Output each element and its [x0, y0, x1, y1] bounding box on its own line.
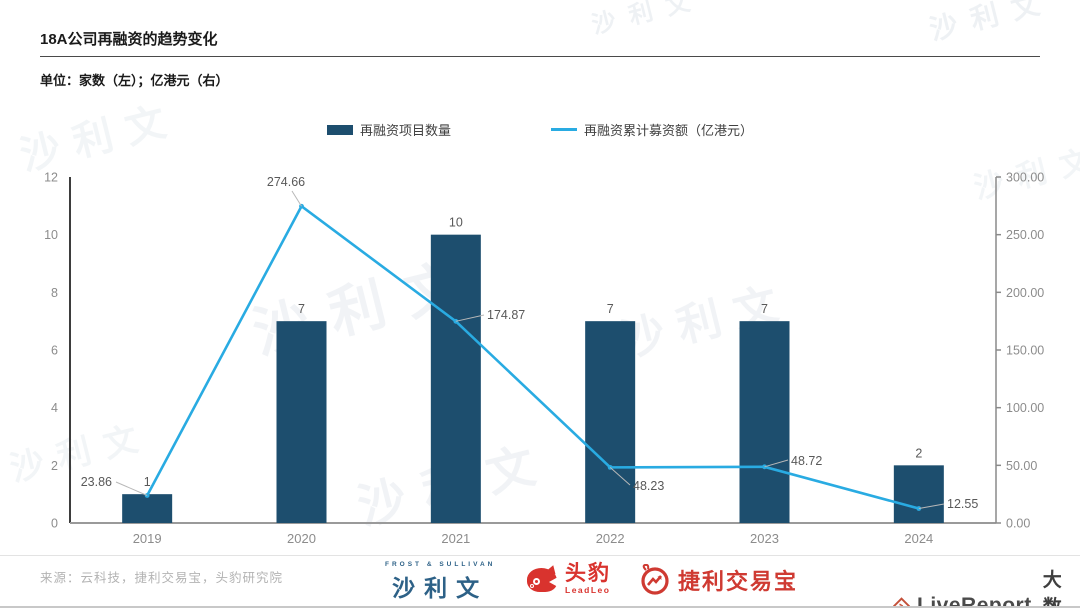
legend-item-line-series[interactable]: 再融资累计募资额（亿港元） [551, 120, 753, 139]
legend-item-bar-series[interactable]: 再融资项目数量 [326, 120, 451, 139]
page-title: 18A公司再融资的趋势变化 [40, 31, 218, 48]
svg-text:12: 12 [44, 171, 58, 185]
units-subtitle: 单位：家数（左）；亿港元（右） [40, 73, 229, 88]
leadleo-logo: 头豹 LeadLeo [527, 563, 611, 595]
title-divider [40, 56, 1040, 57]
legend-label: 再融资累计募资额（亿港元） [584, 123, 754, 138]
svg-text:200.00: 200.00 [1006, 286, 1044, 300]
svg-text:0: 0 [51, 517, 58, 531]
livereport-name: LiveReport [917, 593, 1032, 608]
svg-text:274.66: 274.66 [267, 175, 305, 189]
svg-text:2024: 2024 [904, 531, 933, 546]
frost-sullivan-name: 沙利文 [392, 575, 489, 601]
svg-text:2021: 2021 [441, 531, 470, 546]
svg-text:100.00: 100.00 [1006, 401, 1044, 415]
svg-text:250.00: 250.00 [1006, 228, 1044, 242]
svg-text:7: 7 [607, 302, 614, 316]
livereport-logo: LiveReport 大数据 [893, 565, 1080, 608]
svg-text:2019: 2019 [133, 531, 162, 546]
svg-text:150.00: 150.00 [1006, 344, 1044, 358]
footer-divider [0, 555, 1080, 556]
tradego-logo: 捷利交易宝 [640, 564, 798, 596]
livereport-diamond-icon [893, 596, 911, 606]
frost-sullivan-logo: FROST & SULLIVAN 沙利文 [385, 561, 495, 603]
chart-legend: 再融资项目数量 再融资累计募资额（亿港元） [0, 120, 1080, 139]
svg-text:10: 10 [449, 216, 463, 230]
svg-text:4: 4 [51, 401, 58, 415]
line-series-swatch-icon [551, 128, 577, 131]
svg-text:48.72: 48.72 [791, 454, 822, 468]
svg-text:50.00: 50.00 [1006, 459, 1037, 473]
svg-text:8: 8 [51, 286, 58, 300]
svg-text:7: 7 [761, 302, 768, 316]
svg-text:48.23: 48.23 [633, 479, 664, 493]
svg-text:12.55: 12.55 [947, 497, 978, 511]
svg-text:0.00: 0.00 [1006, 517, 1030, 531]
svg-text:2023: 2023 [750, 531, 779, 546]
leadleo-name: 头豹 [565, 562, 611, 585]
leadleo-subname: LeadLeo [565, 585, 611, 595]
bar-series-swatch-icon [326, 124, 353, 135]
svg-text:10: 10 [44, 228, 58, 242]
tradego-name: 捷利交易宝 [678, 569, 799, 594]
svg-text:2022: 2022 [596, 531, 625, 546]
svg-text:23.86: 23.86 [81, 475, 112, 489]
tradego-circle-arrow-icon [641, 564, 669, 595]
livereport-suffix: 大数据 [1042, 570, 1062, 608]
svg-text:2020: 2020 [287, 531, 316, 546]
svg-text:6: 6 [51, 344, 58, 358]
legend-label: 再融资项目数量 [359, 123, 451, 138]
frost-sullivan-wordmark: FROST & SULLIVAN [385, 561, 496, 568]
source-note: 来源：云科技，捷利交易宝，头豹研究院 [40, 571, 284, 585]
svg-text:2: 2 [51, 459, 58, 473]
svg-text:7: 7 [298, 302, 305, 316]
svg-text:2: 2 [915, 446, 922, 460]
svg-text:300.00: 300.00 [1006, 171, 1044, 185]
leadleo-leopard-icon [527, 563, 559, 593]
svg-text:174.87: 174.87 [487, 308, 525, 322]
svg-text:1: 1 [144, 475, 151, 489]
